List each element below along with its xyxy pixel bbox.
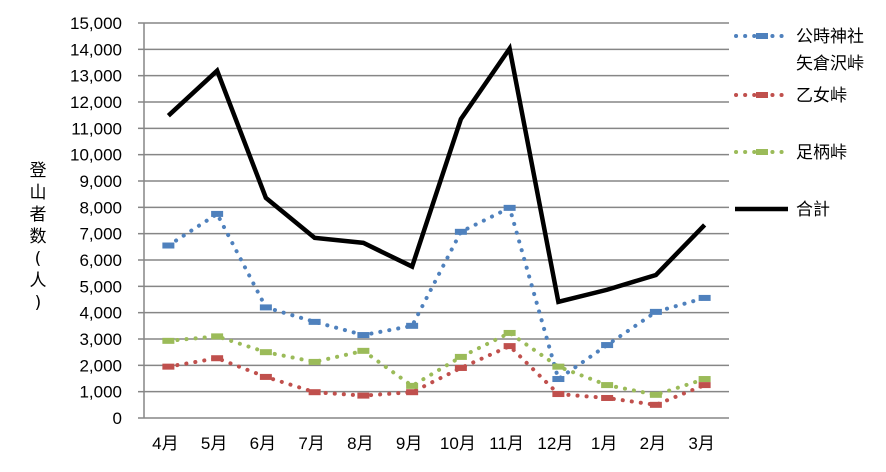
legend-item: 乙女峠 xyxy=(734,86,847,106)
data-marker xyxy=(503,343,516,350)
data-marker xyxy=(698,376,711,383)
series-line-dotted xyxy=(166,330,707,397)
data-marker xyxy=(601,382,614,389)
y-tick-label: 1,000 xyxy=(79,383,122,402)
data-marker xyxy=(211,333,224,340)
y-tick-label: 14,000 xyxy=(70,40,122,59)
data-marker xyxy=(406,382,419,389)
data-marker xyxy=(698,294,711,301)
data-marker xyxy=(162,363,175,370)
x-tick-label: 1月 xyxy=(591,434,617,453)
y-tick-label: 15,000 xyxy=(70,14,122,33)
data-marker xyxy=(308,389,321,396)
y-tick-label: 8,000 xyxy=(79,198,122,217)
legend-label: 合計 xyxy=(796,200,830,220)
data-marker xyxy=(454,353,467,360)
x-tick-label: 2月 xyxy=(640,434,666,453)
x-tick-label: 10月 xyxy=(440,434,476,453)
data-marker xyxy=(454,364,467,371)
data-marker xyxy=(211,210,224,217)
x-tick-label: 4月 xyxy=(152,434,178,453)
y-tick-label: 4,000 xyxy=(79,304,122,323)
series-lines xyxy=(162,42,711,408)
y-tick-label: 3,000 xyxy=(79,330,122,349)
legend-label: 乙女峠 xyxy=(796,86,847,106)
data-marker xyxy=(552,376,565,383)
data-marker xyxy=(259,349,272,356)
x-tick-label: 6月 xyxy=(250,434,276,453)
data-marker xyxy=(649,308,662,315)
y-tick-label: 7,000 xyxy=(79,225,122,244)
x-tick-label: 11月 xyxy=(489,434,524,453)
y-tick-label: 0 xyxy=(113,409,122,428)
data-marker xyxy=(211,355,224,362)
data-marker xyxy=(601,342,614,349)
x-tick-label: 8月 xyxy=(347,434,373,453)
legend-label: 公時神社 xyxy=(796,27,864,47)
data-marker xyxy=(552,363,565,370)
legend-label: 矢倉沢峠 xyxy=(796,54,864,74)
x-tick-label: 9月 xyxy=(396,434,422,453)
data-marker xyxy=(259,304,272,311)
x-tick-label: 3月 xyxy=(688,434,714,453)
data-marker xyxy=(406,389,419,396)
y-tick-label: 13,000 xyxy=(70,67,122,86)
y-axis-title: 登山者数(人) xyxy=(29,161,47,313)
data-marker xyxy=(698,382,711,389)
series-line-dotted xyxy=(166,205,707,383)
data-marker xyxy=(649,401,662,408)
x-tick-label: 5月 xyxy=(201,434,227,453)
data-marker xyxy=(162,242,175,249)
series-line-total xyxy=(166,42,707,305)
data-marker xyxy=(357,332,370,339)
y-axis: 0 1,000 2,000 3,000 4,000 5,000 6,000 7,000 8,00… xyxy=(70,14,145,428)
y-tick-label: 2,000 xyxy=(79,356,122,375)
legend-label: 足柄峠 xyxy=(796,143,847,163)
gridlines xyxy=(144,22,729,393)
data-marker xyxy=(162,337,175,344)
x-axis: 4月 5月 6月 7月 8月 9月 10月 11月 12月 1月 2月 3月 xyxy=(144,417,729,453)
legend-item: 合計 xyxy=(735,200,830,220)
data-marker xyxy=(552,391,565,398)
data-marker xyxy=(503,204,516,211)
y-tick-label: 6,000 xyxy=(79,251,122,270)
data-marker xyxy=(308,318,321,325)
series-line-dotted xyxy=(166,343,707,407)
data-marker xyxy=(503,329,516,336)
data-marker xyxy=(308,358,321,365)
data-marker xyxy=(454,228,467,235)
data-marker xyxy=(357,347,370,354)
y-tick-label: 9,000 xyxy=(79,172,122,191)
data-marker xyxy=(601,394,614,401)
x-tick-label: 7月 xyxy=(298,434,324,453)
data-marker xyxy=(649,391,662,398)
legend-item: 足柄峠 xyxy=(734,143,847,163)
data-marker xyxy=(357,392,370,399)
y-tick-label: 11,000 xyxy=(71,119,122,138)
x-tick-label: 12月 xyxy=(537,434,573,453)
y-tick-label: 10,000 xyxy=(70,146,122,165)
data-marker xyxy=(406,322,419,329)
y-tick-label: 12,000 xyxy=(70,93,122,112)
y-tick-label: 5,000 xyxy=(79,277,122,296)
data-marker xyxy=(259,373,272,380)
